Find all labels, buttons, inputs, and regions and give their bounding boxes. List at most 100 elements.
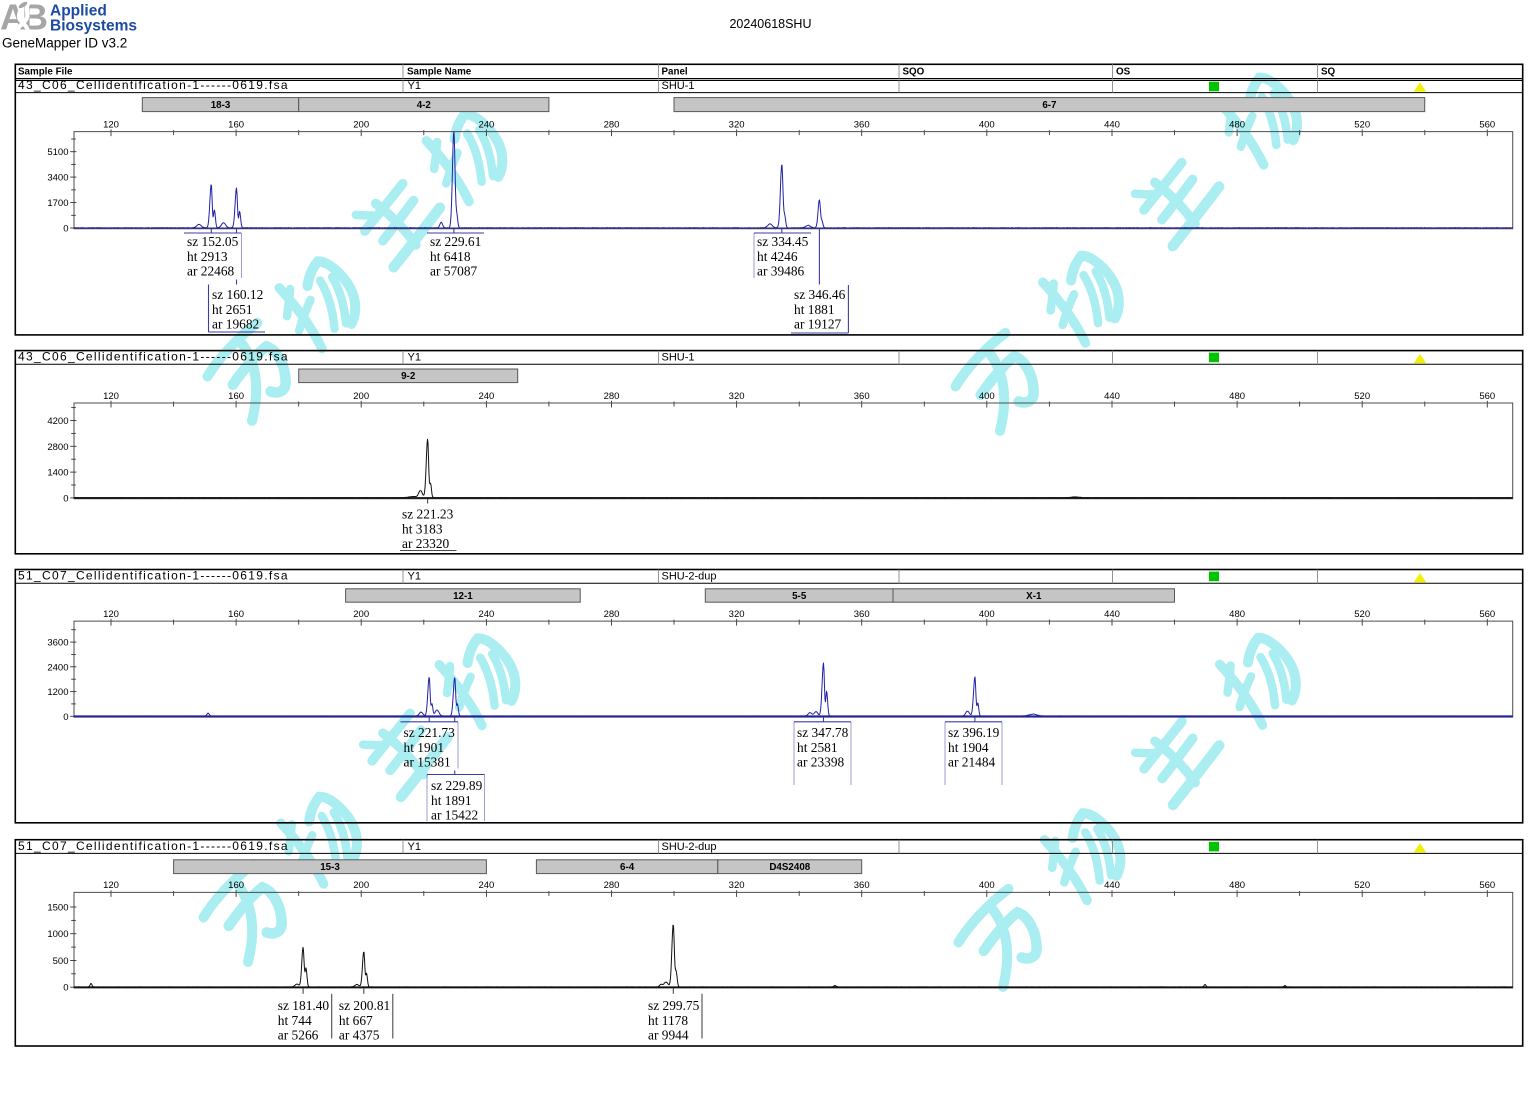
svg-text:240: 240 <box>478 119 494 130</box>
svg-text:200: 200 <box>353 119 369 130</box>
svg-text:Y1: Y1 <box>408 352 421 364</box>
svg-text:0: 0 <box>63 224 68 235</box>
svg-text:ar 5266: ar 5266 <box>278 1028 319 1043</box>
svg-text:480: 480 <box>1229 880 1245 891</box>
svg-text:320: 320 <box>729 391 745 402</box>
svg-text:6-7: 6-7 <box>1042 100 1057 111</box>
svg-text:Panel: Panel <box>662 67 688 78</box>
svg-text:280: 280 <box>604 391 620 402</box>
svg-text:0: 0 <box>63 712 68 723</box>
svg-text:200: 200 <box>353 609 369 620</box>
svg-text:ht 1901: ht 1901 <box>404 740 445 755</box>
svg-text:SQ: SQ <box>1321 67 1336 78</box>
svg-text:480: 480 <box>1229 119 1245 130</box>
svg-text:480: 480 <box>1229 609 1245 620</box>
svg-text:Y1: Y1 <box>408 841 421 853</box>
svg-text:200: 200 <box>353 880 369 891</box>
svg-text:12-1: 12-1 <box>453 591 473 602</box>
svg-text:360: 360 <box>854 391 870 402</box>
svg-text:51_C07_Cellidentification-1---: 51_C07_Cellidentification-1------0619.fs… <box>18 839 289 853</box>
svg-text:400: 400 <box>979 391 995 402</box>
svg-text:GeneMapper ID v3.2: GeneMapper ID v3.2 <box>2 36 127 51</box>
svg-text:160: 160 <box>228 880 244 891</box>
svg-text:160: 160 <box>228 119 244 130</box>
svg-text:51_C07_Cellidentification-1---: 51_C07_Cellidentification-1------0619.fs… <box>18 569 289 583</box>
svg-text:ar 15381: ar 15381 <box>404 755 451 770</box>
svg-text:ht 2913: ht 2913 <box>187 249 228 264</box>
svg-text:OS: OS <box>1116 67 1131 78</box>
svg-text:sz 221.23: sz 221.23 <box>402 506 454 521</box>
svg-text:120: 120 <box>103 391 119 402</box>
svg-text:120: 120 <box>103 609 119 620</box>
svg-text:Biosystems: Biosystems <box>50 18 137 35</box>
svg-text:5-5: 5-5 <box>792 591 807 602</box>
svg-text:ht 1881: ht 1881 <box>794 302 835 317</box>
svg-text:ar 23398: ar 23398 <box>797 755 845 770</box>
svg-text:sz 160.12: sz 160.12 <box>212 287 263 302</box>
svg-text:sz 181.40: sz 181.40 <box>278 998 330 1013</box>
svg-text:3400: 3400 <box>47 173 68 184</box>
svg-text:440: 440 <box>1104 609 1120 620</box>
svg-text:2400: 2400 <box>47 662 68 673</box>
svg-text:18-3: 18-3 <box>211 100 231 111</box>
svg-text:360: 360 <box>854 119 870 130</box>
svg-text:320: 320 <box>729 119 745 130</box>
svg-text:ar 39486: ar 39486 <box>757 264 805 279</box>
svg-text:240: 240 <box>478 391 494 402</box>
svg-text:520: 520 <box>1354 609 1370 620</box>
svg-text:440: 440 <box>1104 880 1120 891</box>
svg-text:sz 221.73: sz 221.73 <box>404 725 456 740</box>
svg-text:sz 229.61: sz 229.61 <box>430 234 481 249</box>
svg-text:560: 560 <box>1479 880 1495 891</box>
svg-text:280: 280 <box>604 880 620 891</box>
svg-text:1700: 1700 <box>47 198 68 209</box>
svg-text:9-2: 9-2 <box>401 371 416 382</box>
svg-text:120: 120 <box>103 119 119 130</box>
svg-text:Sample Name: Sample Name <box>407 67 472 78</box>
svg-text:520: 520 <box>1354 391 1370 402</box>
svg-text:ht 667: ht 667 <box>339 1013 373 1028</box>
svg-text:SQO: SQO <box>903 67 925 78</box>
svg-text:1400: 1400 <box>47 468 68 479</box>
svg-text:280: 280 <box>604 609 620 620</box>
svg-text:ar 23320: ar 23320 <box>402 536 450 551</box>
svg-text:sz 229.89: sz 229.89 <box>431 778 483 793</box>
svg-text:5100: 5100 <box>47 147 68 158</box>
svg-text:15-3: 15-3 <box>320 862 340 873</box>
svg-text:1200: 1200 <box>47 687 68 698</box>
svg-text:360: 360 <box>854 880 870 891</box>
svg-text:ar 19682: ar 19682 <box>212 317 259 332</box>
svg-text:ht 744: ht 744 <box>278 1013 312 1028</box>
svg-text:sz 396.19: sz 396.19 <box>948 725 1000 740</box>
svg-text:SHU-2-dup: SHU-2-dup <box>662 841 717 853</box>
svg-text:500: 500 <box>53 956 69 967</box>
svg-text:560: 560 <box>1479 609 1495 620</box>
svg-text:sz 152.05: sz 152.05 <box>187 234 239 249</box>
svg-text:560: 560 <box>1479 391 1495 402</box>
svg-text:480: 480 <box>1229 391 1245 402</box>
svg-text:ar 15422: ar 15422 <box>431 808 478 823</box>
svg-text:240: 240 <box>478 609 494 620</box>
svg-text:160: 160 <box>228 391 244 402</box>
svg-text:ht 4246: ht 4246 <box>757 249 798 264</box>
svg-text:400: 400 <box>979 119 995 130</box>
svg-text:400: 400 <box>979 609 995 620</box>
svg-text:sz 299.75: sz 299.75 <box>648 998 700 1013</box>
svg-text:200: 200 <box>353 391 369 402</box>
svg-text:0: 0 <box>63 493 68 504</box>
svg-text:240: 240 <box>478 880 494 891</box>
svg-text:43_C06_Cellidentification-1---: 43_C06_Cellidentification-1------0619.fs… <box>18 350 289 364</box>
svg-text:ht 1178: ht 1178 <box>648 1013 688 1028</box>
svg-text:Y1: Y1 <box>408 571 421 583</box>
svg-text:400: 400 <box>979 880 995 891</box>
svg-text:520: 520 <box>1354 880 1370 891</box>
svg-text:1000: 1000 <box>47 929 68 940</box>
svg-text:ar 21484: ar 21484 <box>948 755 996 770</box>
svg-text:SHU-2-dup: SHU-2-dup <box>662 571 717 583</box>
svg-text:560: 560 <box>1479 119 1495 130</box>
svg-text:320: 320 <box>729 609 745 620</box>
svg-text:ht 3183: ht 3183 <box>402 521 443 536</box>
svg-text:ht 2581: ht 2581 <box>797 740 838 755</box>
svg-text:Sample File: Sample File <box>18 67 73 78</box>
svg-text:440: 440 <box>1104 119 1120 130</box>
